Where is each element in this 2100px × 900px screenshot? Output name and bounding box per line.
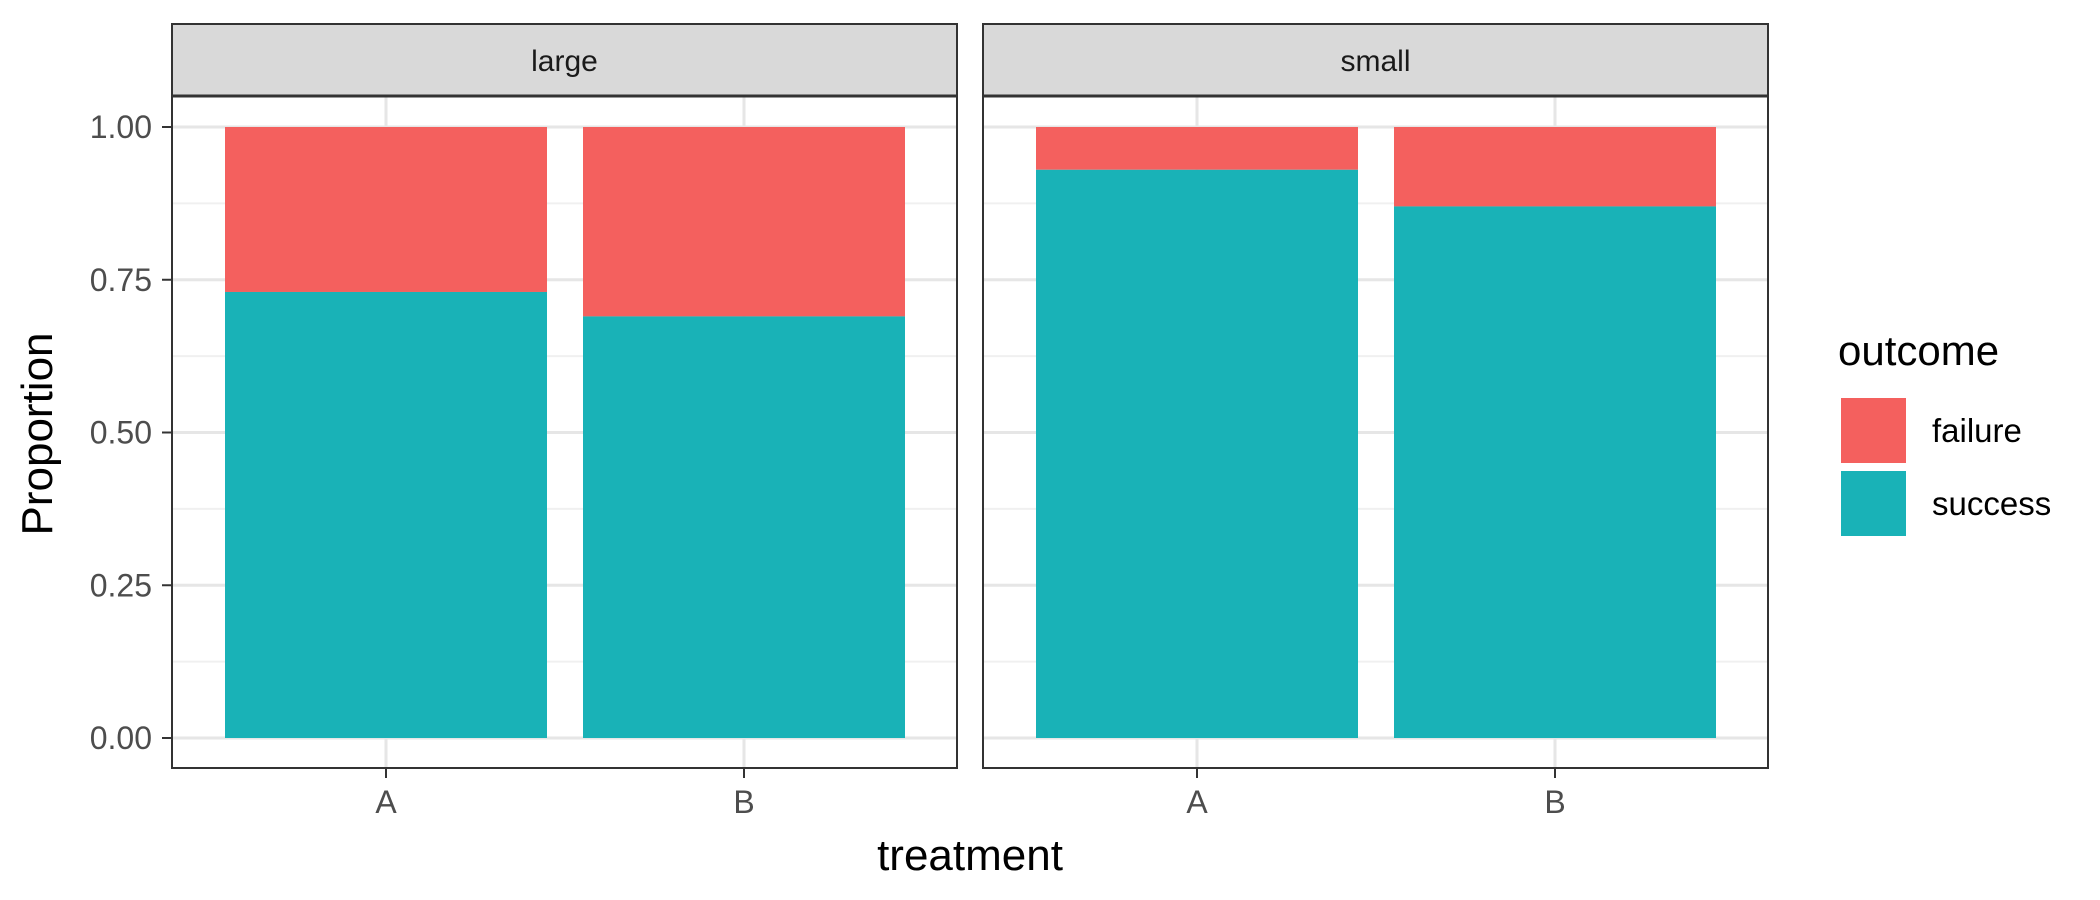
facet-strip [982, 23, 1769, 97]
bar-failure-large-B [583, 127, 905, 317]
x-tick-label: A [1186, 784, 1208, 820]
legend-label-failure: failure [1932, 412, 2022, 449]
bar-success-large-B [583, 316, 905, 738]
legend-swatch-success [1841, 471, 1906, 536]
bar-failure-small-B [1394, 127, 1716, 207]
x-tick-label: B [733, 784, 754, 820]
y-axis: 0.00 0.25 0.50 0.75 1.00 [90, 109, 172, 756]
bar-success-large-A [225, 291, 547, 738]
facet-strip-label: small [1340, 45, 1410, 78]
legend-swatch-failure [1841, 398, 1906, 463]
legend-title: outcome [1838, 327, 1999, 374]
y-tick-label: 0.75 [90, 262, 152, 298]
legend: outcome failure success [1838, 327, 2051, 537]
bar-success-small-B [1394, 206, 1716, 738]
bar-success-small-A [1036, 169, 1358, 738]
legend-label-success: success [1932, 485, 2051, 522]
bar-failure-small-A [1036, 127, 1358, 170]
y-tick-label: 0.50 [90, 415, 152, 451]
x-tick-label: B [1544, 784, 1565, 820]
y-axis-title: Proportion [13, 332, 62, 535]
facet-strip-label: large [531, 45, 598, 78]
bar-failure-large-A [225, 127, 547, 292]
y-tick-label: 1.00 [90, 109, 152, 145]
x-axis-title: treatment [877, 831, 1063, 880]
y-tick-label: 0.25 [90, 567, 152, 603]
y-tick-label: 0.00 [90, 720, 152, 756]
x-tick-label: A [375, 784, 397, 820]
